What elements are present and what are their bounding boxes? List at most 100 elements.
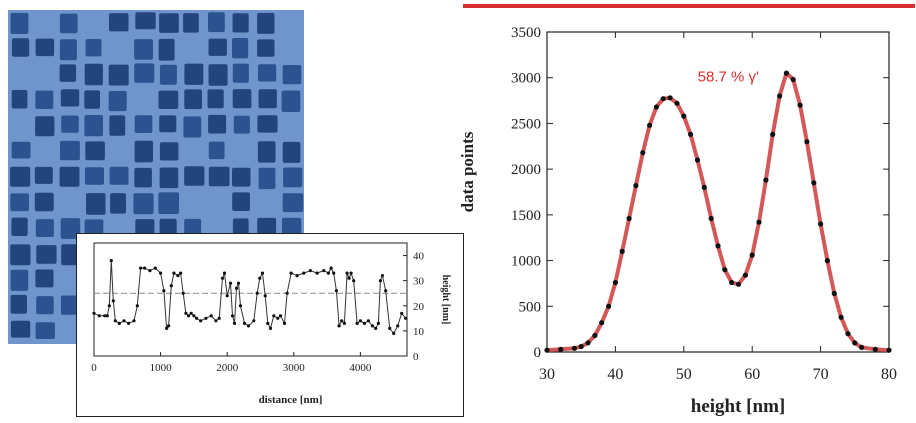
precipitate-cube bbox=[257, 115, 278, 133]
inset-profile-point bbox=[295, 274, 299, 278]
inset-profile-point bbox=[159, 271, 163, 275]
data-point bbox=[838, 314, 844, 320]
accent-bar bbox=[463, 4, 915, 8]
data-point bbox=[729, 279, 735, 286]
inset-profile-point bbox=[345, 271, 349, 275]
inset-profile-point bbox=[392, 331, 396, 335]
inset-profile-point bbox=[179, 271, 183, 275]
inset-profile-point bbox=[326, 271, 330, 275]
inset-profile-point bbox=[148, 269, 152, 273]
precipitate-cube bbox=[281, 90, 301, 112]
data-point bbox=[640, 150, 646, 156]
inset-profile-point bbox=[282, 321, 287, 325]
precipitate-cube bbox=[257, 12, 275, 34]
inset-profile-point bbox=[105, 314, 109, 318]
inset-profile-point bbox=[289, 271, 293, 275]
precipitate-cube bbox=[158, 192, 179, 214]
precipitate-cube bbox=[232, 38, 249, 59]
inset-profile-point bbox=[209, 314, 213, 318]
data-point bbox=[722, 267, 728, 273]
inset-profile-point bbox=[322, 269, 326, 273]
data-point bbox=[735, 281, 742, 287]
height-histogram-chart: 30 40 50 60 70 80 0 500 1000 1500 2000 2500 3000 3500… bbox=[458, 4, 915, 417]
inset-y-tick-label: 20 bbox=[413, 301, 425, 313]
data-point bbox=[763, 177, 769, 183]
inset-y-tick-label: 30 bbox=[413, 276, 425, 288]
y-tick-label: 1500 bbox=[511, 208, 541, 224]
precipitate-cube bbox=[232, 13, 249, 33]
precipitate-cube bbox=[109, 166, 129, 185]
precipitate-cube bbox=[59, 64, 77, 82]
inset-x-tick-label: 2000 bbox=[216, 362, 239, 374]
precipitate-cube bbox=[60, 295, 78, 315]
inset-profile-point bbox=[204, 316, 208, 320]
inset-profile-point bbox=[187, 314, 191, 318]
precipitate-cube bbox=[35, 116, 55, 137]
data-point bbox=[619, 248, 625, 254]
data-point bbox=[824, 258, 830, 264]
inset-profile-point bbox=[162, 289, 166, 293]
data-point bbox=[681, 113, 687, 119]
inset-profile-point bbox=[246, 324, 251, 328]
precipitate-cube bbox=[135, 12, 156, 30]
precipitate-cube bbox=[208, 141, 225, 160]
inset-profile-point bbox=[143, 266, 147, 270]
data-point bbox=[831, 290, 837, 297]
precipitate-cube bbox=[184, 89, 202, 110]
data-point bbox=[544, 347, 550, 353]
precipitate-cube bbox=[232, 167, 251, 187]
inset-profile-point bbox=[169, 284, 173, 288]
data-point bbox=[674, 100, 680, 106]
inset-profile-point bbox=[258, 276, 262, 280]
x-tick-label: 70 bbox=[813, 366, 829, 383]
precipitate-cube bbox=[36, 245, 57, 264]
y-tick-label: 2500 bbox=[511, 116, 541, 132]
precipitate-cube bbox=[110, 193, 126, 214]
x-tick-label: 50 bbox=[676, 366, 692, 383]
data-point bbox=[872, 346, 878, 352]
y-tick-label: 3000 bbox=[511, 71, 541, 87]
precipitate-cube bbox=[208, 12, 225, 33]
precipitate-cube bbox=[59, 39, 77, 61]
precipitate-cube bbox=[84, 63, 103, 86]
precipitate-cube bbox=[232, 89, 252, 109]
data-point bbox=[886, 347, 892, 353]
precipitate-cube bbox=[184, 63, 204, 85]
precipitate-cube bbox=[134, 140, 153, 163]
data-point bbox=[770, 131, 776, 137]
precipitate-cube bbox=[59, 166, 80, 187]
data-point bbox=[694, 157, 701, 163]
inset-profile-point bbox=[400, 311, 404, 315]
precipitate-cube bbox=[135, 219, 155, 237]
x-tick-label: 30 bbox=[539, 366, 555, 383]
precipitate-cube bbox=[282, 141, 301, 163]
inset-y-axis-label: height [nm] bbox=[440, 275, 451, 325]
phase-fraction-annotation: 58.7 % γ' bbox=[698, 69, 759, 86]
precipitate-cube bbox=[11, 90, 28, 109]
inset-profile-point bbox=[225, 294, 229, 298]
precipitate-cube bbox=[61, 115, 79, 133]
data-point bbox=[626, 215, 632, 222]
inset-profile-point bbox=[370, 324, 374, 328]
precipitate-cube bbox=[10, 244, 31, 266]
precipitate-cube bbox=[10, 269, 29, 291]
x-tick-label: 40 bbox=[607, 366, 623, 383]
inset-profile-point bbox=[252, 319, 256, 323]
precipitate-cube bbox=[158, 90, 179, 109]
y-tick-label: 2000 bbox=[511, 162, 541, 178]
inset-profile-point bbox=[135, 304, 139, 308]
precipitate-cube bbox=[84, 90, 100, 109]
inset-profile-point bbox=[308, 269, 312, 273]
inset-profile-point bbox=[276, 316, 280, 320]
precipitate-cube bbox=[207, 89, 224, 109]
precipitate-cube bbox=[10, 320, 31, 338]
precipitate-cube bbox=[11, 38, 30, 57]
precipitate-cube bbox=[184, 218, 202, 237]
inset-profile-point bbox=[232, 321, 237, 325]
data-point bbox=[818, 221, 824, 227]
precipitate-cube bbox=[35, 90, 54, 109]
data-point bbox=[633, 183, 639, 189]
precipitate-cube bbox=[258, 167, 276, 190]
x-axis-label: height [nm] bbox=[691, 396, 785, 417]
precipitate-cube bbox=[159, 13, 179, 33]
